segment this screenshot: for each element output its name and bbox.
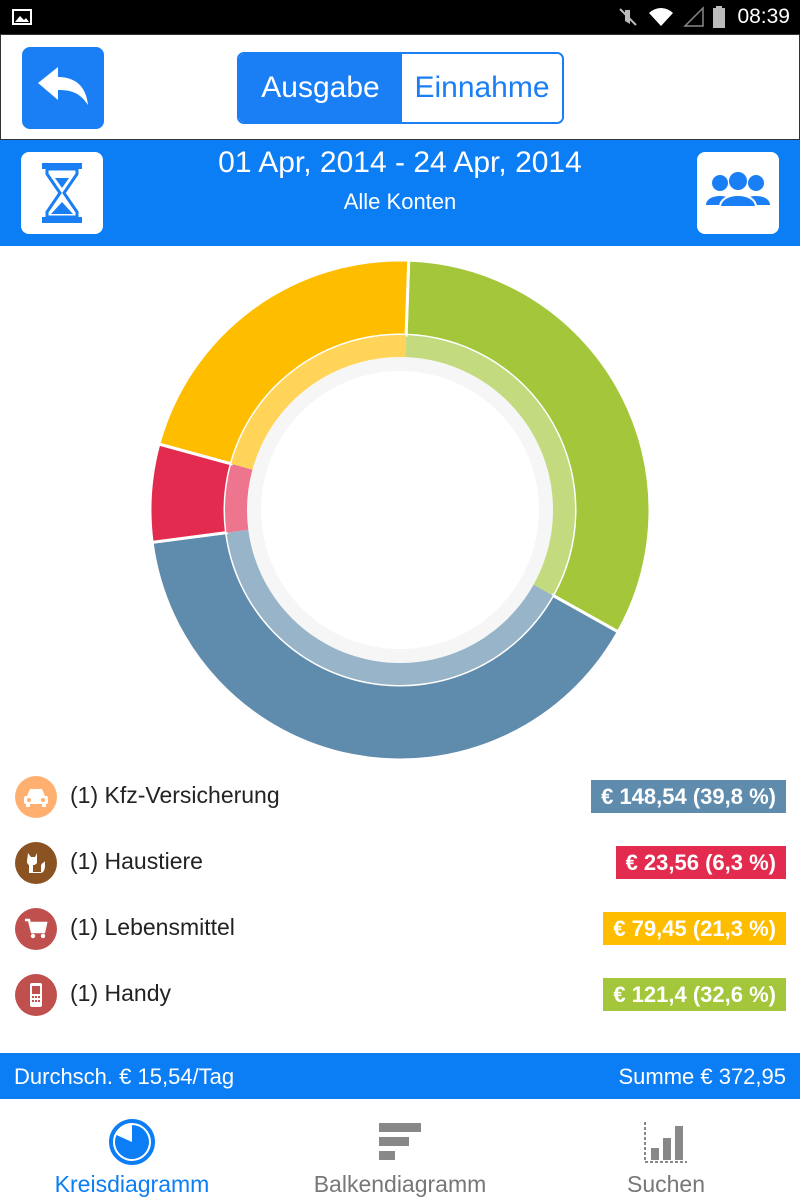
top-bar: Ausgabe Einnahme	[0, 34, 800, 140]
tab-einnahme[interactable]: Einnahme	[402, 54, 562, 122]
legend-dot	[15, 908, 57, 950]
nav-label: Suchen	[626, 1171, 705, 1197]
legend-row-lebensmittel[interactable]: (1) Lebensmittel € 79,45 (21,3 %)	[0, 902, 800, 958]
status-icons: 08:39	[617, 0, 790, 34]
nav-label: Balkendiagramm	[313, 1171, 487, 1197]
legend-label: (1) Handy	[70, 980, 171, 1006]
nav-suchen[interactable]: Suchen	[596, 1099, 736, 1202]
search-chart-icon	[644, 1122, 687, 1163]
legend-row-handy[interactable]: (1) Handy € 121,4 (32,6 %)	[0, 968, 800, 1024]
legend-row-kfz[interactable]: (1) Kfz-Versicherung € 148,54 (39,8 %)	[0, 770, 800, 826]
cart-icon	[25, 918, 48, 939]
cat-icon	[27, 853, 45, 873]
battery-icon	[713, 6, 726, 28]
mute-icon	[619, 8, 638, 26]
nav-kreisdiagramm[interactable]: Kreisdiagramm	[42, 1099, 222, 1202]
gallery-icon	[12, 9, 32, 25]
pie-chart	[0, 246, 800, 770]
legend-value: € 121,4 (32,6 %)	[603, 978, 786, 1011]
car-icon	[24, 789, 48, 807]
total-sum: Summe € 372,95	[618, 1064, 786, 1089]
legend-dot	[15, 842, 57, 884]
group-icon	[706, 172, 770, 208]
pie-slice-inner-lebensmittel	[231, 335, 407, 470]
summary-bar: Durchsch. € 15,54/Tag Summe € 372,95	[0, 1053, 800, 1099]
account-filter[interactable]: Alle Konten	[343, 189, 457, 214]
pie-slice-inner-haustiere	[224, 463, 253, 533]
type-toggle: Ausgabe Einnahme	[237, 52, 564, 124]
pie-slice-inner-handy	[405, 335, 575, 596]
legend-label: (1) Kfz-Versicherung	[70, 782, 280, 808]
phone-icon	[30, 983, 42, 1007]
legend-value: € 23,56 (6,3 %)	[615, 846, 786, 879]
legend-dot	[15, 974, 57, 1016]
pie-slice-inner-kfz-versicherung	[226, 529, 553, 685]
period-header: 01 Apr, 2014 - 24 Apr, 2014 Alle Konten	[0, 140, 800, 246]
status-bar: 08:39	[0, 0, 800, 34]
period-button[interactable]	[21, 152, 103, 234]
signal-icon	[683, 6, 705, 27]
tab-ausgabe[interactable]: Ausgabe	[239, 54, 402, 122]
accounts-button[interactable]	[697, 152, 779, 234]
legend-row-haustiere[interactable]: (1) Haustiere € 23,56 (6,3 %)	[0, 836, 800, 892]
legend-label: (1) Lebensmittel	[70, 914, 235, 940]
wifi-icon	[649, 8, 674, 26]
nav-balkendiagramm[interactable]: Balkendiagramm	[300, 1099, 500, 1202]
date-range[interactable]: 01 Apr, 2014 - 24 Apr, 2014	[218, 146, 582, 179]
nav-label: Kreisdiagramm	[54, 1171, 210, 1197]
donut-hole	[261, 371, 539, 649]
legend-value: € 148,54 (39,8 %)	[591, 780, 786, 813]
back-button[interactable]	[22, 47, 104, 129]
legend-value: € 79,45 (21,3 %)	[603, 912, 786, 945]
pie-chart-icon	[109, 1119, 155, 1165]
legend-label: (1) Haustiere	[70, 848, 203, 874]
pie-chart-svg	[148, 258, 652, 762]
bottom-nav: Kreisdiagramm Balkendiagramm	[0, 1099, 800, 1202]
hourglass-icon	[42, 163, 82, 223]
legend-dot	[15, 776, 57, 818]
back-arrow-icon	[38, 67, 88, 105]
status-time: 08:39	[737, 5, 790, 28]
bar-chart-icon	[379, 1123, 421, 1160]
daily-average: Durchsch. € 15,54/Tag	[14, 1064, 235, 1089]
